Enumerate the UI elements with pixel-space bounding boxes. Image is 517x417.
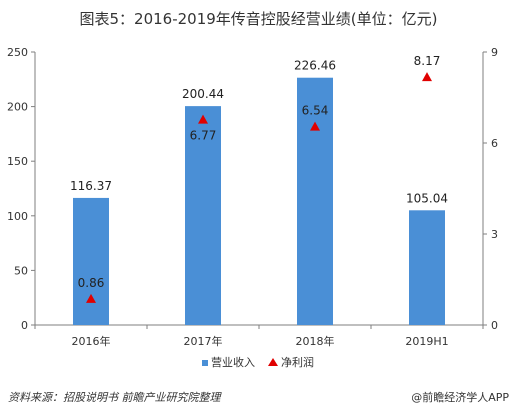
revenue-label: 200.44: [182, 87, 224, 101]
profit-label: 0.86: [78, 276, 105, 290]
revenue-label: 226.46: [294, 59, 336, 73]
profit-label: 6.77: [190, 129, 217, 143]
y-tick-label: 150: [7, 155, 28, 168]
profit-label: 6.54: [302, 104, 329, 118]
x-tick-label: 2016年: [72, 334, 111, 348]
chart-title: 图表5：2016-2019年传音控股经营业绩(单位：亿元): [79, 10, 438, 28]
profit-marker: [198, 114, 208, 124]
profit-label: 8.17: [414, 54, 441, 68]
y-tick-label: 100: [7, 210, 28, 223]
profit-marker: [310, 121, 320, 131]
profit-marker: [86, 293, 96, 303]
profit-marker: [422, 72, 432, 82]
legend-swatch-revenue: [202, 360, 208, 366]
revenue-bar: [409, 210, 445, 325]
legend-swatch-profit: [268, 358, 278, 366]
revenue-bar: [73, 197, 109, 325]
revenue-bar: [185, 106, 221, 325]
y-tick-label: 50: [14, 264, 28, 277]
y2-tick-label: 0: [491, 319, 498, 332]
y2-tick-label: 9: [491, 46, 498, 59]
revenue-bar: [297, 77, 333, 325]
y-tick-label: 200: [7, 101, 28, 114]
y2-tick-label: 6: [491, 137, 498, 150]
source-note: 资料来源：招股说明书 前瞻产业研究院整理: [8, 391, 221, 404]
brand-credit: @前瞻经济学人APP: [411, 391, 509, 404]
legend-label-revenue: 营业收入: [211, 355, 255, 369]
revenue-label: 116.37: [70, 179, 112, 193]
y2-tick-label: 3: [491, 228, 498, 241]
x-tick-label: 2019H1: [405, 335, 448, 348]
legend-label-profit: 净利润: [281, 355, 314, 369]
x-tick-label: 2018年: [296, 334, 335, 348]
y-tick-label: 250: [7, 46, 28, 59]
revenue-label: 105.04: [406, 191, 448, 205]
y-tick-label: 0: [21, 319, 28, 332]
x-tick-label: 2017年: [184, 334, 223, 348]
